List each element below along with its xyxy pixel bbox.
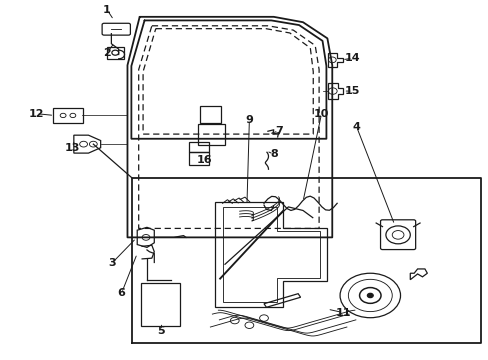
- Text: 5: 5: [157, 325, 164, 336]
- Text: 16: 16: [196, 155, 212, 165]
- Circle shape: [366, 293, 372, 298]
- Text: 9: 9: [245, 115, 253, 125]
- Text: 8: 8: [269, 149, 277, 159]
- Text: 13: 13: [65, 143, 81, 153]
- Text: 15: 15: [345, 86, 360, 96]
- Text: 10: 10: [313, 109, 328, 119]
- Text: 11: 11: [335, 308, 350, 318]
- Text: 12: 12: [28, 109, 44, 119]
- Text: 1: 1: [103, 5, 111, 15]
- Text: 3: 3: [108, 258, 116, 268]
- Text: 6: 6: [118, 288, 125, 298]
- Text: 7: 7: [274, 126, 282, 136]
- Text: 14: 14: [344, 53, 360, 63]
- Text: 2: 2: [103, 48, 111, 58]
- Text: 4: 4: [352, 122, 360, 132]
